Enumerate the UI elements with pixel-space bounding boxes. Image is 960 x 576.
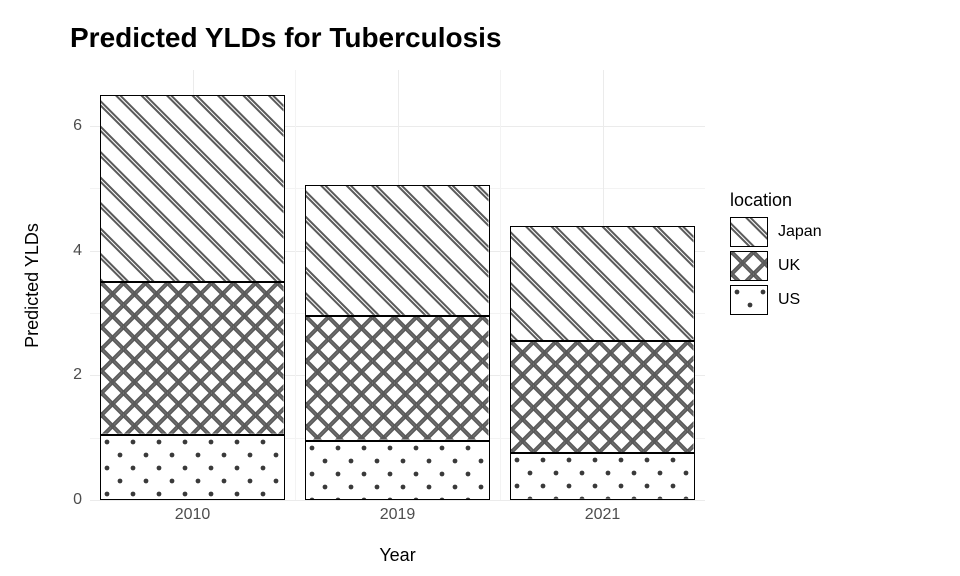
plot-panel: 0246201020192021 <box>90 70 705 500</box>
legend-label: US <box>778 291 800 309</box>
bar-seg-us <box>510 453 695 500</box>
x-tick-label: 2019 <box>380 500 416 524</box>
legend-item-us: US <box>730 285 930 315</box>
y-tick-label: 6 <box>73 117 90 135</box>
bar-seg-us <box>305 441 490 500</box>
gridline-v-minor <box>500 70 501 500</box>
y-axis-label: Predicted YLDs <box>22 70 42 500</box>
bar-seg-japan <box>100 95 285 282</box>
legend-swatch <box>730 285 768 315</box>
bar-seg-japan <box>305 185 490 316</box>
bar-seg-us <box>100 435 285 500</box>
bar-seg-uk <box>100 282 285 435</box>
panel <box>90 70 705 500</box>
legend-label: Japan <box>778 223 822 241</box>
x-tick-label: 2021 <box>585 500 621 524</box>
legend-label: UK <box>778 257 800 275</box>
legend-title: location <box>730 190 930 211</box>
chart-title: Predicted YLDs for Tuberculosis <box>70 22 502 54</box>
x-tick-label: 2010 <box>175 500 211 524</box>
legend-item-uk: UK <box>730 251 930 281</box>
y-tick-label: 4 <box>73 242 90 260</box>
legend-item-japan: Japan <box>730 217 930 247</box>
y-tick-label: 2 <box>73 366 90 384</box>
gridline-v-minor <box>295 70 296 500</box>
y-tick-label: 0 <box>73 491 90 509</box>
legend-swatch <box>730 217 768 247</box>
legend-swatch <box>730 251 768 281</box>
chart-container: Predicted YLDs for Tuberculosis Predicte… <box>0 0 960 576</box>
bar-seg-uk <box>510 341 695 453</box>
bar-seg-uk <box>305 316 490 441</box>
x-axis-label: Year <box>90 545 705 566</box>
legend: location Japan UK US <box>730 190 930 319</box>
bar-seg-japan <box>510 226 695 341</box>
